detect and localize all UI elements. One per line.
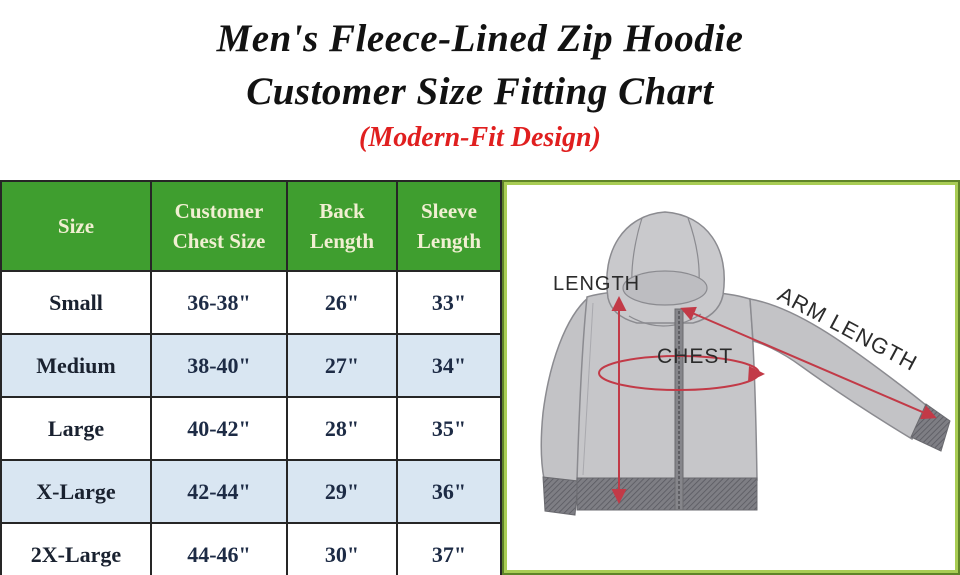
hood-face-opening	[622, 270, 708, 306]
chest-size-cell: 40-42"	[150, 396, 288, 461]
length-label: LENGTH	[553, 273, 640, 295]
back-length-cell: 30"	[286, 522, 398, 575]
back-length-cell: 27"	[286, 333, 398, 398]
chest-size-cell: 42-44"	[150, 459, 288, 524]
table-row: X-Large 42-44" 29" 36"	[0, 459, 502, 524]
sleeve-length-cell: 33"	[396, 270, 502, 335]
hoodie-hood-shape	[606, 211, 725, 324]
column-header: Sleeve Length	[396, 180, 502, 272]
table-row: Medium 38-40" 27" 34"	[0, 333, 502, 398]
table-row: Small 36-38" 26" 33"	[0, 270, 502, 335]
hoodie-zipper	[674, 308, 684, 511]
hoodie-left-cuff-shape	[542, 476, 579, 516]
hoodie-waistband-shape	[576, 477, 758, 511]
back-length-cell: 26"	[286, 270, 398, 335]
hoodie-diagram-panel: LENGTH CHEST ARM LENGTH	[502, 180, 960, 575]
chest-label: CHEST	[657, 345, 733, 368]
size-cell: 2X-Large	[0, 522, 152, 575]
size-cell: Small	[0, 270, 152, 335]
back-length-cell: 29"	[286, 459, 398, 524]
sleeve-length-cell: 35"	[396, 396, 502, 461]
sleeve-length-cell: 34"	[396, 333, 502, 398]
hoodie-size-diagram: LENGTH CHEST ARM LENGTH	[540, 211, 951, 516]
chest-size-cell: 44-46"	[150, 522, 288, 575]
arm-length-measure-arrow	[680, 306, 937, 420]
page-title-line-1: Men's Fleece-Lined Zip Hoodie	[216, 17, 744, 60]
size-table-header-row: Size Customer Chest Size Back Length Sleeve…	[0, 180, 502, 272]
size-cell: X-Large	[0, 459, 152, 524]
back-length-cell: 28"	[286, 396, 398, 461]
chest-size-cell: 38-40"	[150, 333, 288, 398]
size-table: Size Customer Chest Size Back Length Sleeve…	[0, 180, 502, 575]
column-header: Size	[0, 180, 152, 272]
hood-seam-right	[687, 217, 700, 284]
size-table-body: Small 36-38" 26" 33" Medium 38-40" 27" 34" Large…	[0, 270, 502, 575]
sleeve-length-cell: 37"	[396, 522, 502, 575]
table-row: 2X-Large 44-46" 30" 37"	[0, 522, 502, 575]
hoodie-side-seam	[582, 302, 594, 476]
sleeve-length-cell: 36"	[396, 459, 502, 524]
size-cell: Medium	[0, 333, 152, 398]
chest-size-cell: 36-38"	[150, 270, 288, 335]
page-title-line-2: Customer Size Fitting Chart	[246, 70, 714, 113]
size-cell: Large	[0, 396, 152, 461]
column-header: Customer Chest Size	[150, 180, 288, 272]
title-block: Men's Fleece-Lined Zip Hoodie Customer S…	[0, 12, 960, 158]
column-header: Back Length	[286, 180, 398, 272]
hoodie-diagram-border: LENGTH CHEST ARM LENGTH	[504, 182, 958, 573]
page-subtitle: (Modern-Fit Design)	[359, 122, 601, 153]
table-row: Large 40-42" 28" 35"	[0, 396, 502, 461]
